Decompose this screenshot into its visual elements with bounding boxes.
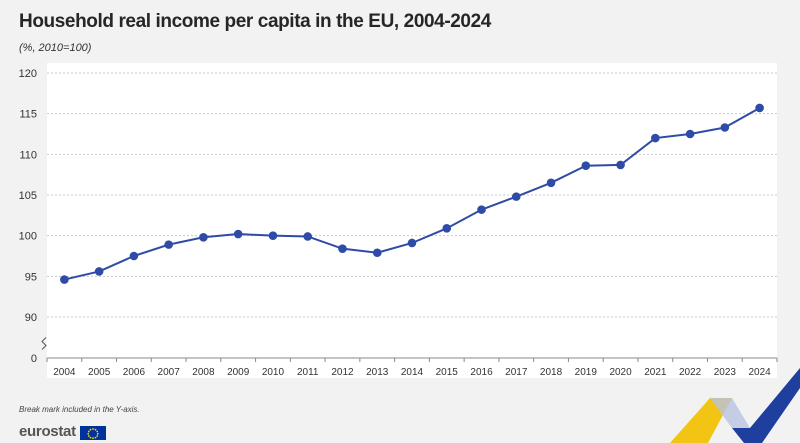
corner-decoration	[670, 368, 800, 443]
series-points	[60, 103, 764, 284]
plot-area	[47, 63, 777, 378]
y-tick-label: 115	[19, 109, 37, 121]
x-tick-label: 2024	[748, 367, 771, 378]
y-tick-label: 120	[19, 68, 37, 80]
y-tick-label: 110	[19, 149, 37, 161]
data-point-2008[interactable]	[199, 232, 208, 242]
logo-text: eurostat	[19, 423, 76, 440]
x-tick-label: 2011	[297, 367, 319, 378]
x-tick-label: 2013	[366, 367, 389, 378]
x-tick-label: 2018	[540, 367, 563, 378]
data-point-2010[interactable]	[268, 231, 278, 240]
y-tick-label: 0	[31, 353, 37, 365]
data-point-2006[interactable]	[129, 251, 139, 261]
data-point-2004[interactable]	[60, 275, 69, 284]
x-tick-label: 2022	[679, 367, 702, 378]
data-point-2012[interactable]	[338, 244, 347, 253]
x-tick-label: 2010	[262, 367, 285, 378]
data-point-2014[interactable]	[407, 238, 417, 248]
x-tick-label: 2017	[505, 367, 528, 378]
x-tick-label: 2023	[714, 367, 737, 378]
x-tick-label: 2016	[470, 367, 493, 378]
x-tick-label: 2004	[53, 367, 76, 378]
y-tick-label: 90	[25, 312, 37, 324]
x-axis-ticks: 2004 2005 2006 2007 2008 2009 2010 2011 2012 2013…	[46, 358, 778, 378]
data-point-2011[interactable]	[303, 232, 313, 241]
x-tick-label: 2021	[644, 367, 667, 378]
data-point-2016[interactable]	[477, 205, 486, 214]
y-tick-label: 105	[19, 190, 37, 202]
data-point-2019[interactable]	[581, 161, 591, 171]
data-point-2024[interactable]	[755, 103, 764, 113]
data-point-2023[interactable]	[720, 123, 730, 132]
data-point-2015[interactable]	[442, 224, 452, 233]
data-point-2005[interactable]	[94, 267, 104, 276]
x-tick-label: 2006	[123, 367, 146, 378]
eu-flag-icon	[79, 425, 106, 440]
chart-title: Household real income per capita in the …	[19, 11, 491, 32]
data-point-2020[interactable]	[616, 160, 625, 170]
chart-subtitle: (%, 2010=100)	[19, 42, 92, 54]
gridlines	[41, 72, 777, 359]
x-tick-label: 2007	[158, 367, 181, 378]
eurostat-logo[interactable]: eurostat	[19, 423, 106, 440]
y-tick-label: 100	[19, 231, 37, 243]
data-point-2021[interactable]	[651, 133, 660, 143]
x-tick-label: 2012	[331, 367, 354, 378]
y-axis-ticks: 0 90 95 100 105 110 115 120	[19, 68, 37, 365]
x-tick-label: 2015	[436, 367, 459, 378]
x-tick-label: 2014	[401, 367, 424, 378]
data-point-2022[interactable]	[685, 129, 695, 139]
x-tick-label: 2005	[88, 367, 111, 378]
x-tick-label: 2009	[227, 367, 250, 378]
data-point-2009[interactable]	[233, 229, 243, 239]
x-tick-label: 2019	[575, 367, 598, 378]
footnote: Break mark included in the Y-axis.	[19, 405, 140, 414]
x-tick-label: 2008	[192, 367, 215, 378]
axis-break-mark	[41, 337, 47, 350]
data-point-2007[interactable]	[164, 240, 173, 249]
x-tick-label: 2020	[609, 367, 632, 378]
data-point-2017[interactable]	[511, 192, 521, 201]
y-tick-label: 95	[25, 271, 37, 283]
data-point-2018[interactable]	[546, 178, 556, 188]
data-point-2013[interactable]	[372, 248, 382, 258]
